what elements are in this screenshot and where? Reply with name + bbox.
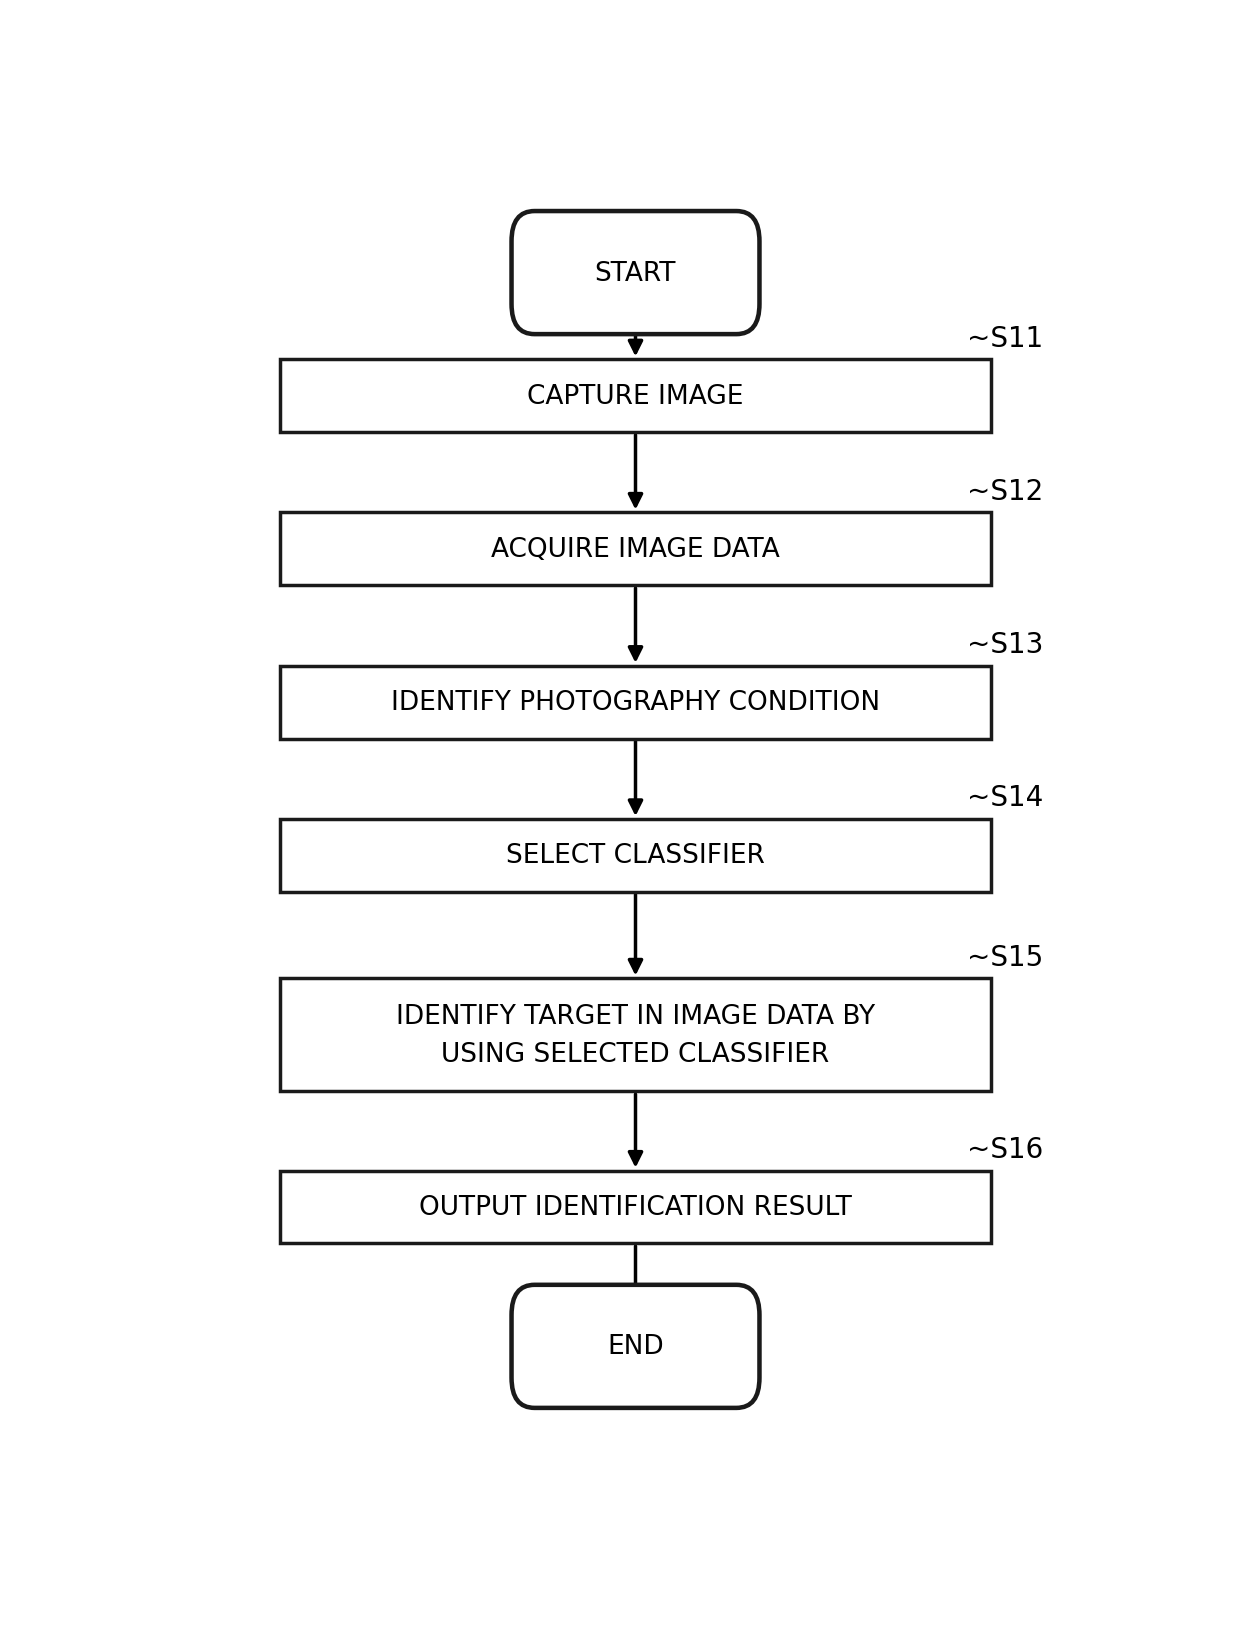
Bar [280, 978, 991, 1092]
Bar [280, 1170, 991, 1244]
Text: ~S11: ~S11 [967, 324, 1043, 352]
Text: ~S12: ~S12 [967, 478, 1043, 505]
FancyBboxPatch shape [512, 212, 759, 334]
Text: ~S14: ~S14 [967, 784, 1043, 812]
Text: OUTPUT IDENTIFICATION RESULT: OUTPUT IDENTIFICATION RESULT [419, 1195, 852, 1221]
Text: CAPTURE IMAGE: CAPTURE IMAGE [527, 383, 744, 409]
Text: ~S16: ~S16 [967, 1136, 1043, 1164]
Bar [280, 513, 991, 585]
Text: IDENTIFY PHOTOGRAPHY CONDITION: IDENTIFY PHOTOGRAPHY CONDITION [391, 689, 880, 716]
Bar [280, 667, 991, 738]
Bar [280, 820, 991, 892]
Text: START: START [595, 261, 676, 287]
Text: END: END [608, 1333, 663, 1359]
Text: ACQUIRE IMAGE DATA: ACQUIRE IMAGE DATA [491, 536, 780, 562]
Bar [280, 360, 991, 434]
Text: SELECT CLASSIFIER: SELECT CLASSIFIER [506, 843, 765, 869]
FancyBboxPatch shape [512, 1284, 759, 1408]
Text: ~S13: ~S13 [967, 631, 1043, 659]
Text: IDENTIFY TARGET IN IMAGE DATA BY
USING SELECTED CLASSIFIER: IDENTIFY TARGET IN IMAGE DATA BY USING S… [396, 1004, 875, 1068]
Text: ~S15: ~S15 [967, 944, 1043, 971]
